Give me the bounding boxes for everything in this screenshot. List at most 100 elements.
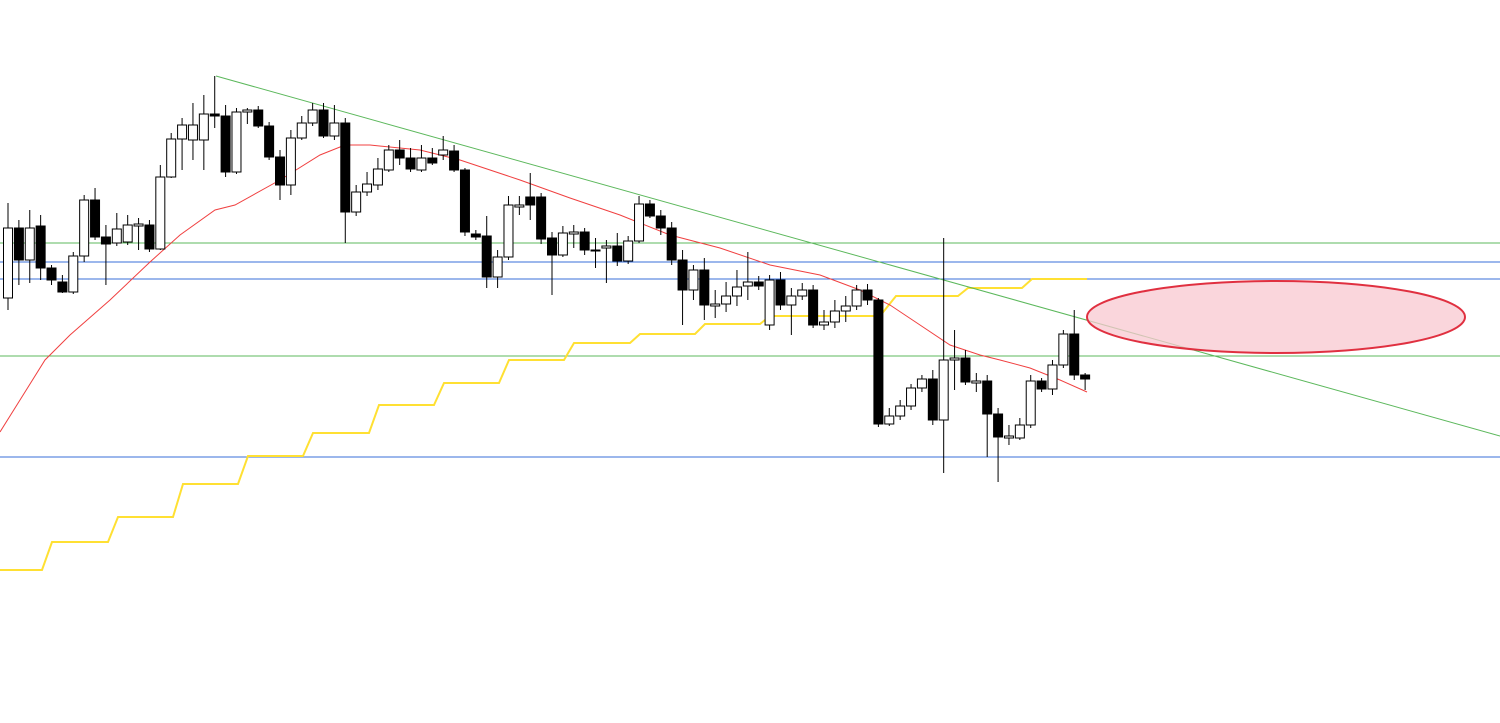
- candle-body: [590, 249, 601, 252]
- candle-body: [808, 289, 819, 326]
- candle-body: [372, 168, 383, 186]
- candle-body: [90, 199, 101, 238]
- candle-body: [340, 122, 351, 213]
- candle-body: [525, 196, 536, 206]
- candle-body: [220, 115, 231, 173]
- candle-body: [601, 245, 612, 249]
- candle-body: [873, 299, 884, 425]
- candle-body: [884, 415, 895, 425]
- step-line: [0, 278, 1087, 571]
- candle-body: [438, 149, 449, 156]
- candle-body: [786, 295, 797, 306]
- candle-body: [829, 310, 840, 323]
- candle-body: [35, 225, 46, 269]
- candle-body: [242, 109, 253, 113]
- candle-body: [122, 224, 133, 243]
- candles: [3, 76, 1091, 482]
- candle-body: [710, 303, 721, 307]
- candle-body: [916, 378, 927, 389]
- candle-body: [644, 203, 655, 217]
- candle-body: [612, 245, 623, 262]
- candle-body: [394, 149, 405, 159]
- candle-body: [133, 223, 144, 227]
- candle-body: [111, 228, 122, 244]
- candle-body: [459, 169, 470, 233]
- candle-body: [329, 122, 340, 137]
- candle-body: [1080, 374, 1091, 380]
- candle-body: [449, 150, 460, 171]
- candle-body: [166, 138, 177, 178]
- candle-body: [1047, 364, 1058, 390]
- candle-body: [742, 281, 753, 287]
- candle-body: [568, 231, 579, 235]
- candle-body: [688, 269, 699, 291]
- candle-body: [492, 256, 503, 278]
- candle-body: [198, 113, 209, 141]
- candle-body: [557, 232, 568, 256]
- candle-body: [949, 357, 960, 361]
- candle-body: [427, 157, 438, 164]
- candle-body: [1058, 333, 1069, 366]
- candle-body: [296, 122, 307, 139]
- candle-body: [797, 289, 808, 297]
- candle-body: [1025, 380, 1036, 426]
- candle-body: [906, 387, 917, 407]
- candle-body: [971, 380, 982, 384]
- candle-body: [155, 176, 166, 250]
- candle-body: [187, 124, 198, 141]
- candle-body: [405, 157, 416, 170]
- candle-body: [503, 204, 514, 258]
- candle-body: [927, 378, 938, 421]
- trendline: [215, 75, 1500, 437]
- candle-body: [46, 267, 57, 281]
- candle-body: [819, 321, 829, 326]
- candle-body: [623, 240, 634, 262]
- candle-body: [351, 191, 362, 213]
- candle-body: [231, 111, 242, 173]
- candle-body: [3, 227, 13, 299]
- candle-body: [470, 233, 481, 238]
- candle-body: [307, 109, 318, 124]
- candle-body: [1014, 424, 1025, 439]
- candle-body: [666, 227, 677, 261]
- candle-body: [699, 269, 710, 306]
- candle-body: [57, 281, 68, 293]
- candle-body: [862, 289, 873, 301]
- candle-body: [938, 359, 949, 421]
- candle-body: [177, 124, 188, 140]
- candle-body: [362, 183, 373, 193]
- moving-average: [0, 144, 1088, 433]
- candle-body: [753, 281, 764, 287]
- candle-body: [634, 203, 645, 242]
- candle-body: [960, 357, 971, 383]
- candle-body: [79, 199, 90, 257]
- candle-body: [1069, 333, 1080, 376]
- candle-body: [416, 157, 427, 171]
- candle-body: [982, 380, 993, 415]
- candle-body: [721, 295, 732, 305]
- candle-body: [655, 215, 666, 229]
- candle-body: [13, 227, 24, 261]
- candle-body: [209, 113, 220, 117]
- candle-body: [579, 231, 590, 251]
- candle-body: [24, 227, 35, 261]
- candle-body: [514, 204, 525, 208]
- candle-body: [264, 125, 275, 158]
- candle-body: [383, 149, 394, 171]
- candle-body: [840, 305, 851, 312]
- candle-body: [775, 279, 786, 306]
- candle-body: [100, 236, 111, 245]
- candle-body: [677, 259, 688, 291]
- candle-body: [764, 279, 775, 326]
- candle-body: [547, 237, 557, 256]
- candle-body: [851, 289, 862, 307]
- candle-body: [1003, 435, 1014, 439]
- candle-body: [144, 224, 155, 250]
- candle-body: [536, 196, 547, 240]
- candle-body: [895, 405, 906, 417]
- candle-body: [285, 137, 296, 186]
- candle-body: [318, 109, 329, 137]
- candle-body: [68, 255, 79, 293]
